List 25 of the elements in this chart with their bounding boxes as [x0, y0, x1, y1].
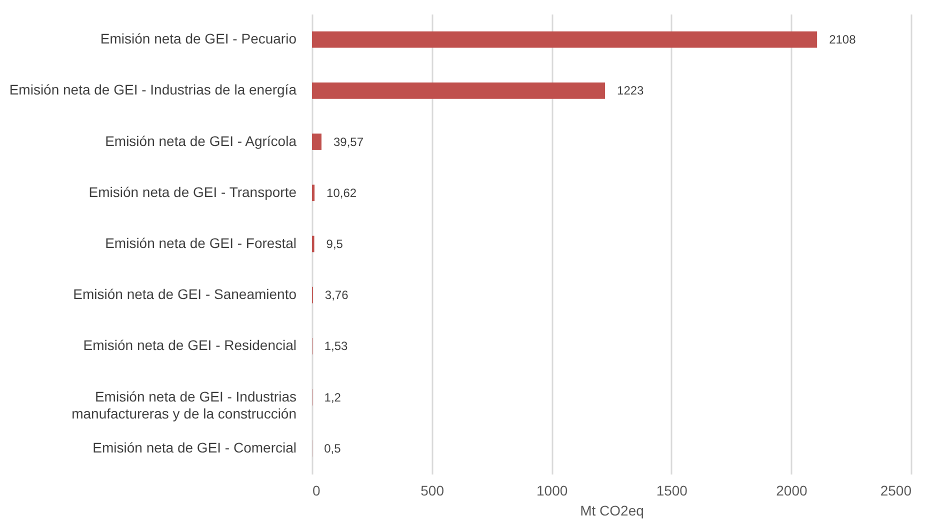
data-label: 9,5 — [326, 237, 344, 251]
x-tick-label: 1000 — [536, 482, 568, 498]
x-tick-label: 0 — [312, 482, 320, 498]
y-tick-label: Emisión neta de GEI - Saneamiento — [73, 286, 297, 302]
y-tick-label: Emisión neta de GEI - Forestal — [105, 235, 296, 251]
y-tick-label: Emisión neta de GEI - Agrícola — [105, 132, 297, 149]
data-label: 1,2 — [324, 390, 342, 404]
x-tick-label: 2500 — [880, 482, 912, 498]
data-label: 0,5 — [324, 441, 342, 456]
data-label: 2108 — [829, 32, 856, 47]
x-tick-label: 1500 — [656, 482, 688, 498]
y-tick-label: Emisión neta de GEI - Comercial — [92, 439, 296, 456]
data-label: 39,57 — [333, 134, 364, 149]
x-tick-label: 500 — [420, 482, 444, 498]
y-tick-label: Emisión neta de GEI - Industrias de la energía — [9, 82, 297, 98]
data-label: 3,76 — [324, 288, 349, 302]
y-tick-label: Emisión neta de GEI - Residencial — [83, 337, 296, 354]
data-label: 10,62 — [326, 186, 357, 200]
x-tick-label: 2000 — [776, 482, 808, 498]
y-tick-label: Emisión neta de GEI - Pecuario — [100, 30, 297, 47]
y-tick-label: Emisión neta de GEI - Industrias manufactureras y de la construcción — [72, 388, 296, 422]
x-axis-title: Mt CO2eq — [580, 502, 644, 518]
data-label: 1223 — [617, 84, 644, 98]
y-tick-label: Emisión neta de GEI - Transporte — [88, 184, 297, 200]
data-label: 1,53 — [324, 339, 348, 354]
